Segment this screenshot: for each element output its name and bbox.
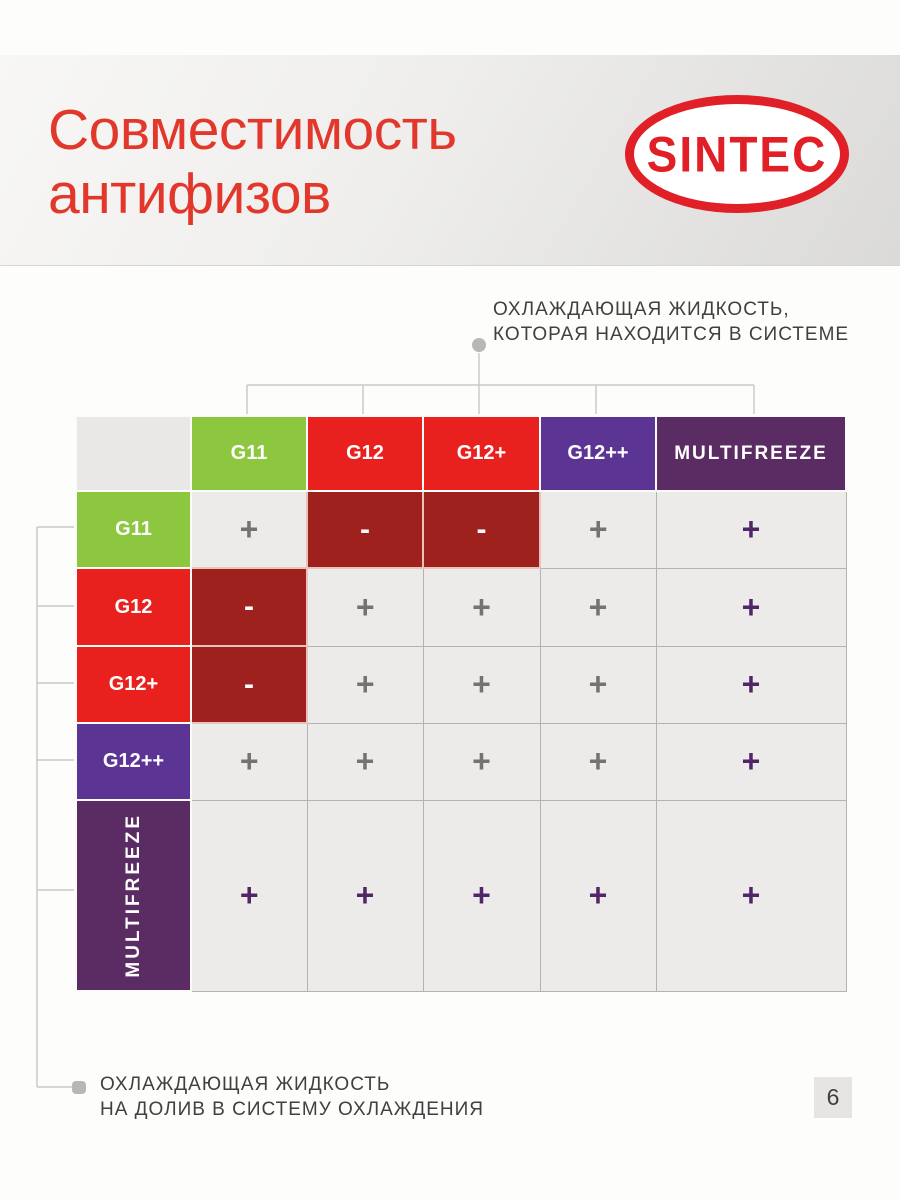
page-title: Совместимость антифизов [48,98,457,226]
rows-axis-label-line2: НА ДОЛИВ В СИСТЕМУ ОХЛАЖДЕНИЯ [100,1099,484,1120]
rows-axis-label-line1: ОХЛАЖДАЮЩАЯ ЖИДКОСТЬ [100,1074,391,1095]
cell-g12plus-multifreeze: + [655,645,847,724]
cell-g11-multifreeze: + [655,490,847,569]
table-row: G12 - + + + + [75,567,847,647]
table-row: G12+ - + + + + [75,645,847,724]
cell-g11-g11: + [190,490,308,569]
row-header-g12plusplus: G12++ [75,722,192,801]
bottom-connector-dot [72,1081,86,1094]
cell-g12-multifreeze: + [655,567,847,647]
row-header-g12: G12 [75,567,192,647]
col-header-g12: G12 [306,415,424,492]
rows-axis-label: ОХЛАЖДАЮЩАЯ ЖИДКОСТЬ НА ДОЛИВ В СИСТЕМУ … [100,1072,484,1122]
page-number: 6 [814,1077,852,1118]
cell-g12plus-g11: - [190,645,308,724]
cell-g11-g12: - [306,490,424,569]
cell-multifreeze-g12: + [306,799,424,992]
col-header-multifreeze: MULTIFREEZE [655,415,847,492]
row-header-multifreeze-label: MULTIFREEZE [123,813,144,978]
columns-axis-label-line1: ОХЛАЖДАЮЩАЯ ЖИДКОСТЬ, [493,299,790,320]
col-header-g12plus: G12+ [422,415,541,492]
cell-g11-g12plusplus: + [539,490,657,569]
cell-g12plusplus-g11: + [190,722,308,801]
columns-axis-label: ОХЛАЖДАЮЩАЯ ЖИДКОСТЬ, КОТОРАЯ НАХОДИТСЯ … [493,297,849,347]
top-connector-dot [472,338,486,352]
table-row: G11 + - - + + [75,490,847,569]
cell-g12plusplus-g12plus: + [422,722,541,801]
cell-g12-g12plus: + [422,567,541,647]
cell-g12plus-g12plusplus: + [539,645,657,724]
table-row: MULTIFREEZE + + + + + [75,799,847,992]
cell-multifreeze-g11: + [190,799,308,992]
cell-multifreeze-g12plus: + [422,799,541,992]
row-header-g11: G11 [75,490,192,569]
cell-g12-g12plusplus: + [539,567,657,647]
cell-g12plus-g12plus: + [422,645,541,724]
cell-g12-g12: + [306,567,424,647]
cell-g12plusplus-g12: + [306,722,424,801]
cell-g12plus-g12: + [306,645,424,724]
page-title-line2: антифизов [48,162,331,226]
page-title-line1: Совместимость [48,98,457,162]
columns-axis-label-line2: КОТОРАЯ НАХОДИТСЯ В СИСТЕМЕ [493,324,850,345]
cell-multifreeze-multifreeze: + [655,799,847,992]
col-header-g11: G11 [190,415,308,492]
sintec-logo-text: SINTEC [646,125,828,183]
table-header-row: G11 G12 G12+ G12++ MULTIFREEZE [75,415,847,492]
col-header-g12plusplus: G12++ [539,415,657,492]
header-band: Совместимость антифизов SINTEC [0,55,900,266]
cell-multifreeze-g12plusplus: + [539,799,657,992]
table-row: G12++ + + + + + [75,722,847,801]
compatibility-table: G11 G12 G12+ G12++ MULTIFREEZE G11 + - -… [75,415,847,992]
row-header-multifreeze: MULTIFREEZE [75,799,192,992]
cell-g12plusplus-multifreeze: + [655,722,847,801]
cell-g11-g12plus: - [422,490,541,569]
sintec-logo: SINTEC [625,95,849,213]
corner-cell [75,415,192,492]
cell-g12plusplus-g12plusplus: + [539,722,657,801]
row-header-g12plus: G12+ [75,645,192,724]
cell-g12-g11: - [190,567,308,647]
